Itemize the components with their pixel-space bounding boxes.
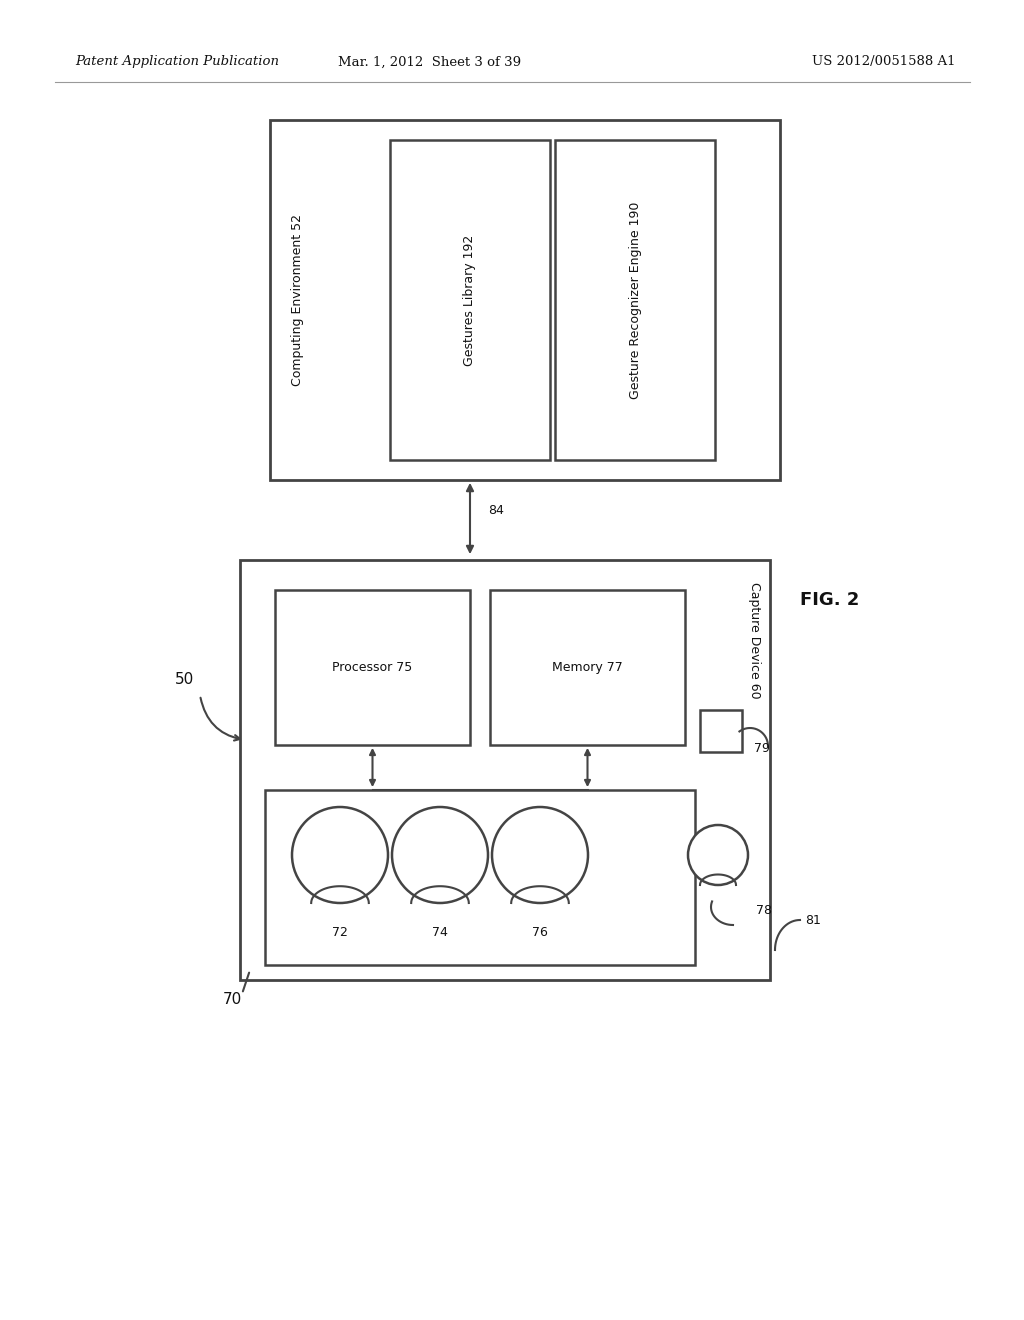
Text: FIG. 2: FIG. 2 xyxy=(801,591,860,609)
Bar xyxy=(240,560,770,979)
Text: 50: 50 xyxy=(175,672,195,688)
Text: 84: 84 xyxy=(488,503,504,516)
Text: Patent Application Publication: Patent Application Publication xyxy=(75,55,279,69)
Circle shape xyxy=(392,807,488,903)
Text: 79: 79 xyxy=(754,742,770,755)
Text: Capture Device 60: Capture Device 60 xyxy=(749,582,762,698)
Text: Mar. 1, 2012  Sheet 3 of 39: Mar. 1, 2012 Sheet 3 of 39 xyxy=(339,55,521,69)
Text: 70: 70 xyxy=(222,993,242,1007)
Text: 81: 81 xyxy=(805,913,821,927)
Bar xyxy=(555,140,715,459)
Bar xyxy=(270,120,780,480)
Circle shape xyxy=(492,807,588,903)
Text: Memory 77: Memory 77 xyxy=(552,661,623,675)
Text: Gestures Library 192: Gestures Library 192 xyxy=(464,235,476,366)
Text: Gesture Recognizer Engine 190: Gesture Recognizer Engine 190 xyxy=(629,202,641,399)
Text: Processor 75: Processor 75 xyxy=(333,661,413,675)
Bar xyxy=(490,590,685,744)
Bar xyxy=(700,710,742,752)
Circle shape xyxy=(292,807,388,903)
Bar xyxy=(265,789,695,965)
Text: US 2012/0051588 A1: US 2012/0051588 A1 xyxy=(811,55,955,69)
Bar xyxy=(390,140,550,459)
Text: Computing Environment 52: Computing Environment 52 xyxy=(292,214,304,385)
Text: 78: 78 xyxy=(756,903,772,916)
Text: 76: 76 xyxy=(532,927,548,940)
Text: 74: 74 xyxy=(432,927,447,940)
Bar xyxy=(275,590,470,744)
Circle shape xyxy=(688,825,748,884)
Text: 72: 72 xyxy=(332,927,348,940)
